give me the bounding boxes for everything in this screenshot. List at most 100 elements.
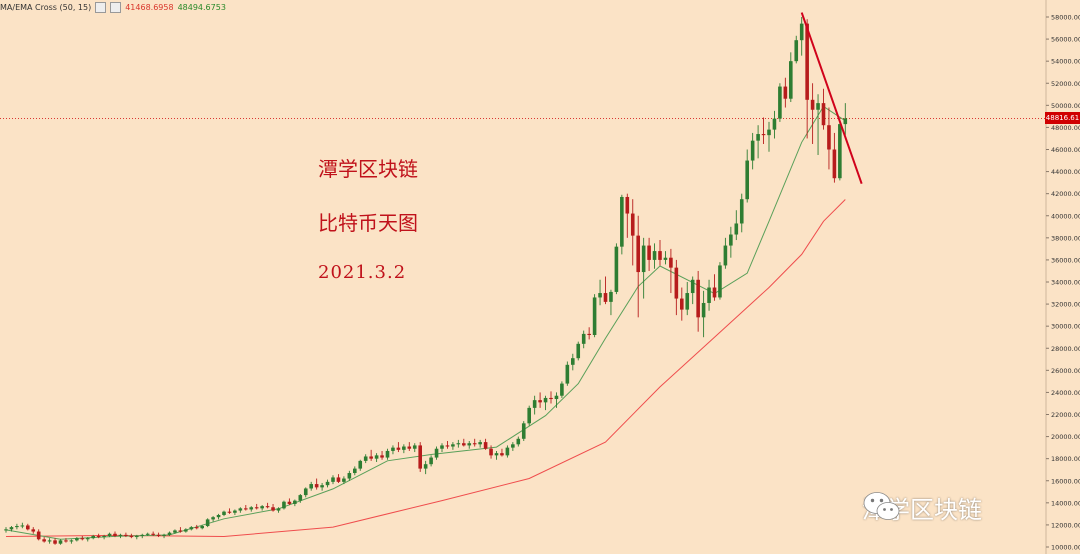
candle-body xyxy=(690,279,695,294)
candle xyxy=(827,107,831,170)
candle-body xyxy=(282,501,286,509)
candle xyxy=(167,531,172,536)
candle xyxy=(53,538,57,545)
indicator-label[interactable]: MA/EMA Cross (50, 15) xyxy=(0,3,92,12)
candle xyxy=(647,237,651,271)
candle xyxy=(554,392,559,408)
candle-body xyxy=(303,488,308,496)
candle xyxy=(102,534,106,540)
candle-body xyxy=(429,457,433,465)
candle xyxy=(527,405,531,426)
candle-body xyxy=(778,86,782,119)
candle-body xyxy=(658,251,662,260)
candle xyxy=(467,441,472,449)
candle-body xyxy=(843,118,848,125)
candle-body xyxy=(761,134,766,136)
y-tick-label: 50000.00 xyxy=(1051,102,1080,110)
candle-body xyxy=(53,540,57,544)
candle xyxy=(838,121,842,181)
y-tick-label: 54000.00 xyxy=(1051,58,1080,66)
candle xyxy=(118,533,123,539)
candle xyxy=(712,274,717,301)
candle-body xyxy=(353,468,357,474)
candle xyxy=(750,132,755,170)
candle xyxy=(47,538,52,544)
candle xyxy=(194,524,199,530)
candle xyxy=(783,77,788,108)
candle-body xyxy=(696,279,700,318)
y-tick-label: 12000.00 xyxy=(1051,521,1080,529)
candle-body xyxy=(407,446,412,449)
candle xyxy=(265,502,270,509)
candle-body xyxy=(527,407,531,424)
candle-body xyxy=(614,246,619,292)
candle xyxy=(15,523,19,530)
candle-body xyxy=(625,196,630,214)
y-tick-label: 14000.00 xyxy=(1051,499,1080,507)
candle-body xyxy=(494,453,499,456)
candle xyxy=(729,226,733,258)
candle-body xyxy=(609,291,613,302)
candle xyxy=(358,459,363,471)
candle-body xyxy=(80,538,85,540)
y-tick-label: 34000.00 xyxy=(1051,279,1080,287)
y-tick-label: 56000.00 xyxy=(1051,36,1080,44)
candle xyxy=(576,341,581,361)
candle xyxy=(320,482,324,491)
candle-body xyxy=(167,532,172,535)
candle xyxy=(423,460,428,475)
candle-body xyxy=(767,129,771,136)
candle xyxy=(603,276,608,305)
candle xyxy=(200,524,204,530)
candle xyxy=(614,243,619,295)
candle xyxy=(75,537,79,542)
candle xyxy=(560,381,564,398)
candle-body xyxy=(543,397,548,403)
candle-body xyxy=(276,508,281,511)
candle-body xyxy=(663,257,668,260)
candle-body xyxy=(434,448,439,458)
candle-body xyxy=(85,538,90,540)
candle-body xyxy=(571,358,575,365)
candle xyxy=(58,539,63,545)
candle xyxy=(794,35,799,64)
candle xyxy=(440,443,444,453)
overlay-title: 潭学区块链 xyxy=(318,157,418,181)
candle xyxy=(20,522,25,529)
close-icon[interactable] xyxy=(110,2,122,13)
candles xyxy=(4,17,848,545)
candle xyxy=(669,248,673,294)
downtrend-line xyxy=(800,12,863,185)
y-tick-label: 10000.00 xyxy=(1051,544,1080,552)
candle-body xyxy=(402,446,406,450)
candle-body xyxy=(456,443,461,445)
candle-body xyxy=(238,508,243,511)
candle xyxy=(107,532,112,538)
y-tick-label: 32000.00 xyxy=(1051,301,1080,309)
candle-body xyxy=(194,527,199,529)
candle-body xyxy=(565,364,570,384)
candle-body xyxy=(412,445,417,449)
candle-body xyxy=(816,103,820,110)
candle-body xyxy=(211,517,215,520)
candle-body xyxy=(603,293,608,302)
candle xyxy=(91,534,95,540)
candle-body xyxy=(189,527,194,530)
candle-body xyxy=(647,245,651,260)
overlay-date: 2021.3.2 xyxy=(318,262,407,283)
candle-body xyxy=(314,484,319,488)
candle-body xyxy=(4,529,8,531)
candle xyxy=(260,505,264,511)
candle-body xyxy=(587,333,591,335)
candle-body xyxy=(129,535,134,538)
candle-body xyxy=(832,149,837,179)
y-tick-label: 40000.00 xyxy=(1051,212,1080,220)
candle-body xyxy=(445,445,450,447)
candle-body xyxy=(549,397,553,400)
settings-icon[interactable] xyxy=(95,2,107,13)
candle-body xyxy=(227,511,232,513)
candle-body xyxy=(598,293,602,298)
candle-body xyxy=(794,40,799,62)
candle-body xyxy=(554,395,559,400)
candle-body xyxy=(249,507,254,510)
